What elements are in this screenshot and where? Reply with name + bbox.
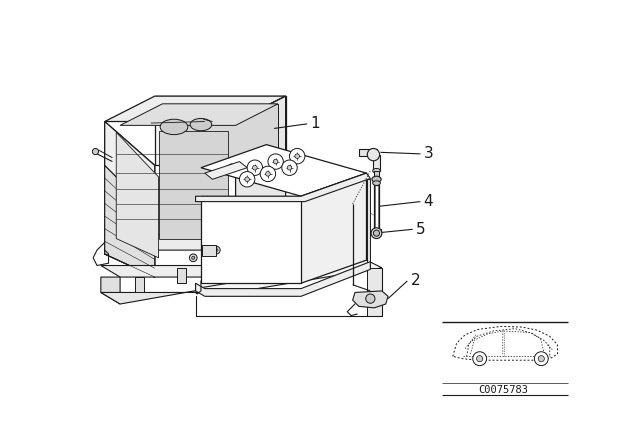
Polygon shape bbox=[196, 260, 382, 296]
Circle shape bbox=[534, 352, 548, 366]
Circle shape bbox=[228, 164, 236, 172]
Circle shape bbox=[365, 294, 375, 303]
Polygon shape bbox=[374, 171, 379, 178]
Polygon shape bbox=[205, 162, 247, 179]
Polygon shape bbox=[201, 196, 301, 283]
Polygon shape bbox=[236, 96, 285, 250]
Polygon shape bbox=[155, 96, 285, 165]
Polygon shape bbox=[101, 266, 251, 277]
Text: 3: 3 bbox=[424, 146, 433, 161]
Circle shape bbox=[367, 148, 380, 161]
Circle shape bbox=[289, 148, 305, 164]
Text: 1: 1 bbox=[310, 116, 320, 131]
Circle shape bbox=[477, 356, 483, 362]
Polygon shape bbox=[163, 104, 278, 162]
Circle shape bbox=[373, 230, 380, 236]
Polygon shape bbox=[105, 96, 285, 121]
Polygon shape bbox=[120, 104, 278, 125]
Polygon shape bbox=[367, 268, 382, 315]
Circle shape bbox=[245, 177, 250, 181]
Circle shape bbox=[239, 172, 255, 187]
Polygon shape bbox=[301, 173, 367, 283]
Polygon shape bbox=[105, 235, 285, 250]
Circle shape bbox=[371, 228, 382, 238]
Text: C0075783: C0075783 bbox=[478, 385, 528, 395]
Circle shape bbox=[247, 160, 262, 176]
Ellipse shape bbox=[372, 168, 380, 173]
Polygon shape bbox=[196, 262, 371, 296]
Ellipse shape bbox=[372, 181, 380, 185]
Text: 2: 2 bbox=[410, 273, 420, 289]
Ellipse shape bbox=[190, 118, 212, 131]
Circle shape bbox=[282, 160, 297, 176]
Circle shape bbox=[273, 159, 278, 164]
Circle shape bbox=[538, 356, 545, 362]
Polygon shape bbox=[101, 281, 251, 304]
Polygon shape bbox=[367, 178, 371, 266]
Polygon shape bbox=[236, 96, 285, 189]
Polygon shape bbox=[353, 291, 388, 308]
Polygon shape bbox=[105, 165, 155, 277]
Polygon shape bbox=[373, 155, 380, 171]
Circle shape bbox=[287, 165, 292, 170]
Text: 5: 5 bbox=[416, 222, 426, 237]
Circle shape bbox=[268, 154, 284, 169]
Polygon shape bbox=[177, 268, 186, 283]
Polygon shape bbox=[372, 229, 381, 236]
Circle shape bbox=[215, 249, 218, 252]
Circle shape bbox=[473, 352, 486, 366]
Circle shape bbox=[192, 256, 195, 259]
Ellipse shape bbox=[372, 176, 381, 182]
Circle shape bbox=[212, 246, 220, 254]
Polygon shape bbox=[374, 185, 379, 229]
Circle shape bbox=[189, 254, 197, 262]
Polygon shape bbox=[159, 131, 228, 238]
Polygon shape bbox=[105, 121, 155, 277]
Polygon shape bbox=[116, 132, 159, 258]
Polygon shape bbox=[135, 277, 144, 293]
Polygon shape bbox=[201, 145, 367, 196]
Polygon shape bbox=[202, 245, 216, 255]
Polygon shape bbox=[105, 121, 155, 277]
Circle shape bbox=[266, 172, 270, 176]
Circle shape bbox=[295, 154, 300, 159]
Text: 4: 4 bbox=[424, 194, 433, 209]
Circle shape bbox=[253, 165, 257, 170]
Polygon shape bbox=[359, 149, 376, 156]
Circle shape bbox=[92, 148, 99, 155]
Circle shape bbox=[260, 166, 276, 181]
Polygon shape bbox=[101, 277, 120, 304]
Polygon shape bbox=[212, 255, 221, 271]
Ellipse shape bbox=[160, 119, 188, 134]
Polygon shape bbox=[196, 173, 371, 202]
